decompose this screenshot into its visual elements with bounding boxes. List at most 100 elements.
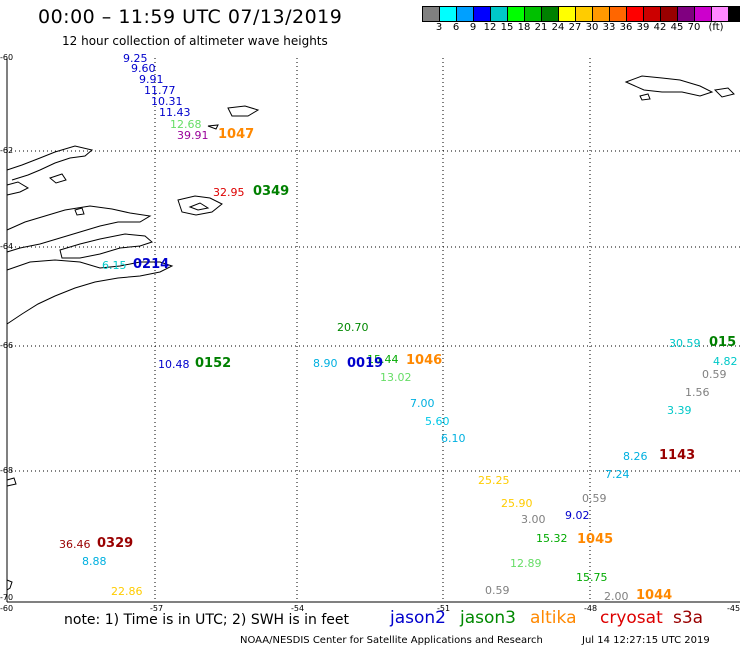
wave-height-value: 7.00 xyxy=(410,397,435,410)
wave-height-value: 8.26 xyxy=(623,450,648,463)
legend-swatch xyxy=(576,7,593,21)
lat-label: -70 xyxy=(0,593,14,602)
wave-height-value: 10.48 xyxy=(158,358,190,371)
legend-label: 21 xyxy=(534,22,548,33)
lon-label: -51 xyxy=(437,604,451,613)
legend-swatch xyxy=(508,7,525,21)
pass-time-label: 015 xyxy=(709,335,737,350)
wave-height-value: 25.25 xyxy=(478,474,510,487)
wave-height-value: 1.56 xyxy=(685,386,710,399)
legend-label: 70 xyxy=(687,22,701,33)
wave-height-value: 2.00 xyxy=(604,590,629,603)
legend-swatch xyxy=(627,7,644,21)
wave-height-value: 9.25 xyxy=(123,52,148,65)
satellite-altika: altika xyxy=(530,608,577,628)
pass-time-label: 0019 xyxy=(347,356,384,371)
wave-height-value: 9.91 xyxy=(139,73,164,86)
map-frame xyxy=(6,58,740,603)
wave-height-value: 5.60 xyxy=(425,415,450,428)
legend-label: 27 xyxy=(568,22,582,33)
graticule xyxy=(7,58,740,602)
pass-time-label: 0214 xyxy=(133,257,170,272)
legend-swatch xyxy=(559,7,576,21)
lon-label: -54 xyxy=(291,604,305,613)
lat-label: -64 xyxy=(0,242,14,251)
legend-swatch xyxy=(678,7,695,21)
wave-height-value: 3.00 xyxy=(521,513,546,526)
wave-height-value: 9.02 xyxy=(565,509,590,522)
pass-time-label: 1047 xyxy=(218,127,255,142)
legend-label: 6 xyxy=(452,22,460,33)
legend-swatch xyxy=(457,7,474,21)
generated-timestamp: Jul 14 12:27:15 UTC 2019 xyxy=(582,635,710,646)
units-note: note: 1) Time is in UTC; 2) SWH is in fe… xyxy=(64,612,350,628)
pass-time-label: 1045 xyxy=(577,532,614,547)
satellite-jason2: jason2 xyxy=(390,608,446,628)
legend-label: 3 xyxy=(435,22,443,33)
wave-height-value: 3.39 xyxy=(667,404,692,417)
map-title: 00:00 – 11:59 UTC 07/13/2019 xyxy=(38,6,343,28)
map-subtitle: 12 hour collection of altimeter wave hei… xyxy=(62,34,328,48)
legend-label: 12 xyxy=(483,22,497,33)
lon-label: -48 xyxy=(584,604,598,613)
lon-label: -57 xyxy=(150,604,164,613)
wave-height-value: 15.44 xyxy=(367,353,399,366)
legend-swatch xyxy=(695,7,712,21)
wave-height-value: 9.60 xyxy=(131,62,156,75)
legend-label: 24 xyxy=(551,22,565,33)
legend-swatch xyxy=(610,7,627,21)
legend-swatch xyxy=(661,7,678,21)
wave-height-value: 30.59 xyxy=(669,337,701,350)
wave-height-value: 6.10 xyxy=(441,432,466,445)
legend-label: 30 xyxy=(585,22,599,33)
wave-height-value: 0.59 xyxy=(485,584,510,597)
wave-height-value: 15.32 xyxy=(536,532,568,545)
lat-label: -68 xyxy=(0,466,14,475)
wave-height-value: 36.46 xyxy=(59,538,91,551)
legend-swatch xyxy=(440,7,457,21)
pass-time-label: 0329 xyxy=(97,536,134,551)
coastlines xyxy=(6,75,735,591)
wave-height-value: 10.31 xyxy=(151,95,183,108)
wave-height-value: 8.88 xyxy=(82,555,107,568)
wave-height-value: 0.59 xyxy=(582,492,607,505)
wave-height-value: 13.02 xyxy=(380,371,412,384)
legend-label: 42 xyxy=(653,22,667,33)
lat-label: -66 xyxy=(0,341,14,350)
wave-height-value: 15.75 xyxy=(576,571,608,584)
wave-height-value: 25.90 xyxy=(501,497,533,510)
wave-height-value: 11.77 xyxy=(144,84,176,97)
legend-label: 45 xyxy=(670,22,684,33)
legend-label: 36 xyxy=(619,22,633,33)
wave-height-value: 20.70 xyxy=(337,321,369,334)
legend-label: (ft) xyxy=(708,22,724,33)
wave-height-value: 32.95 xyxy=(213,186,245,199)
legend-swatch xyxy=(593,7,610,21)
wave-height-value: 7.24 xyxy=(605,468,630,481)
legend-label: 9 xyxy=(469,22,477,33)
satellite-cryosat: cryosat xyxy=(600,608,663,628)
wave-height-value: 0.59 xyxy=(702,368,727,381)
legend-swatch xyxy=(644,7,661,21)
legend-swatch xyxy=(542,7,559,21)
wave-height-value: 4.82 xyxy=(713,355,738,368)
legend-label: 33 xyxy=(602,22,616,33)
lat-label: -60 xyxy=(0,53,14,62)
pass-time-label: 1044 xyxy=(636,588,673,603)
pass-time-label: 0349 xyxy=(253,184,290,199)
lon-label: -45 xyxy=(727,604,740,613)
wave-height-value: 12.68 xyxy=(170,118,202,131)
legend-swatch xyxy=(423,7,440,21)
legend-swatch xyxy=(729,7,740,21)
lon-label: -60 xyxy=(0,604,14,613)
satellite-s3a: s3a xyxy=(673,608,704,628)
wave-height-value: 6.15 xyxy=(102,259,127,272)
credit-line: NOAA/NESDIS Center for Satellite Applica… xyxy=(240,635,543,646)
pass-time-label: 1046 xyxy=(406,353,443,368)
wave-height-value: 39.91 xyxy=(177,129,209,142)
satellite-jason3: jason3 xyxy=(460,608,516,628)
wave-height-value: 22.86 xyxy=(111,585,143,598)
pass-time-label: 1143 xyxy=(659,448,696,463)
legend-label: 15 xyxy=(500,22,514,33)
